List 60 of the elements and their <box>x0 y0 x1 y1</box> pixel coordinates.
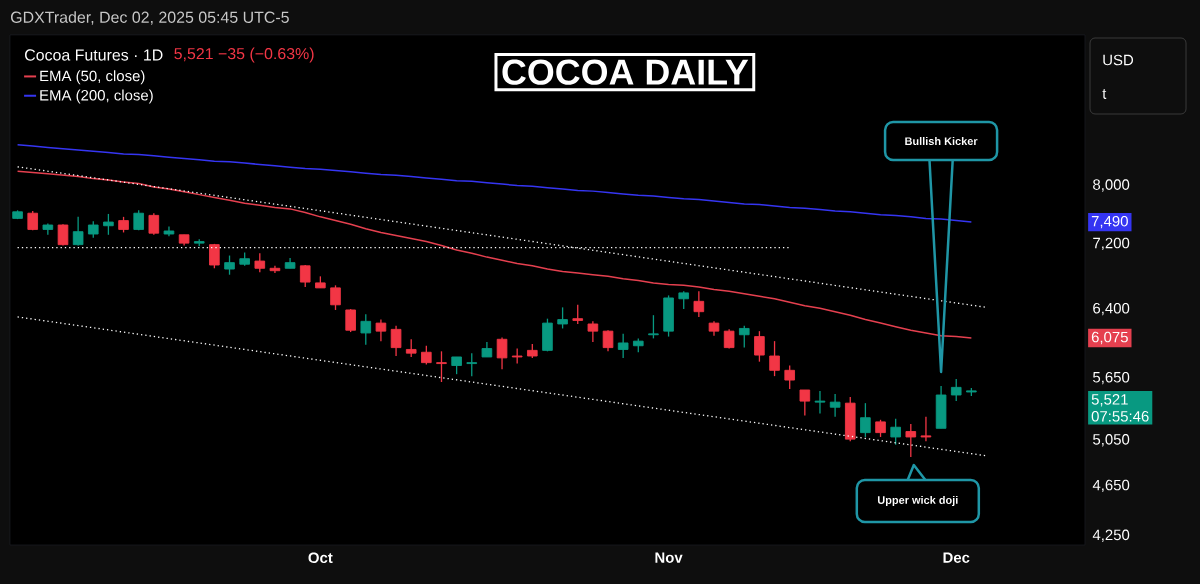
x-tick-label: Oct <box>308 552 333 564</box>
candlestick <box>360 313 372 346</box>
text: 7,490 <box>1091 215 1128 229</box>
candlestick <box>224 254 235 276</box>
candlestick <box>723 328 735 350</box>
y-tick-label: 5,650 <box>1093 371 1130 385</box>
legend-label: EMA (200, close) <box>40 89 153 104</box>
candlestick <box>829 393 841 418</box>
candlestick <box>557 306 568 330</box>
y-tick-label: 5,050 <box>1093 434 1130 447</box>
candlestick <box>587 320 599 343</box>
x-tick-label: Nov <box>655 552 683 563</box>
candlestick <box>784 364 795 390</box>
candlestick <box>890 418 901 446</box>
candlestick <box>72 216 84 247</box>
text: 07:55:46 <box>1091 411 1149 422</box>
candlestick <box>799 389 811 417</box>
candlestick <box>148 212 160 236</box>
text: 6,075 <box>1091 331 1128 345</box>
candlestick <box>436 350 447 383</box>
text: t <box>1102 89 1107 99</box>
candlestick <box>602 329 614 352</box>
candlestick <box>950 378 962 402</box>
candlestick <box>466 352 478 377</box>
y-tick-label: 4,250 <box>1092 529 1130 542</box>
y-tick-label: 7,200 <box>1093 237 1130 251</box>
x-tick-label: Dec <box>943 552 970 563</box>
candlestick <box>693 290 705 318</box>
text: Cocoa Futures · 1D <box>25 49 163 61</box>
candlestick <box>754 330 765 363</box>
candlestick <box>390 325 402 357</box>
text: 5,521 <box>1091 394 1128 407</box>
candlestick <box>345 308 356 333</box>
y-axis-title: USD <box>1103 54 1134 66</box>
candlestick <box>299 264 311 288</box>
candlestick <box>860 402 871 438</box>
annotation: Bullish Kicker <box>905 137 978 146</box>
y-tick-label: 8,000 <box>1093 179 1130 192</box>
candlestick <box>738 325 750 349</box>
candlestick <box>814 390 826 415</box>
candlestick <box>375 318 387 342</box>
candlestick <box>496 336 508 370</box>
text: GDXTrader, Dec 02, 2025 05:45 UTC-5 <box>11 11 289 25</box>
candlestick <box>769 340 780 377</box>
text: 5,521 −35 (−0.63%) <box>174 47 314 63</box>
legend-label: EMA (50, close) <box>40 70 145 85</box>
candlestick <box>103 213 114 236</box>
candlestick <box>572 304 584 325</box>
candlestick <box>421 345 432 366</box>
annotation: COCOA DAILY <box>502 59 749 85</box>
y-tick-label: 4,650 <box>1092 479 1130 493</box>
annotation: Upper wick doji <box>877 495 958 507</box>
candlestick <box>648 314 659 340</box>
candlestick <box>920 415 932 442</box>
candlestick <box>209 243 220 269</box>
candlestick <box>254 252 266 273</box>
candlestick <box>330 284 341 311</box>
y-tick-label: 6,400 <box>1093 302 1130 316</box>
candlestick <box>617 333 629 359</box>
candlestick <box>905 423 917 458</box>
